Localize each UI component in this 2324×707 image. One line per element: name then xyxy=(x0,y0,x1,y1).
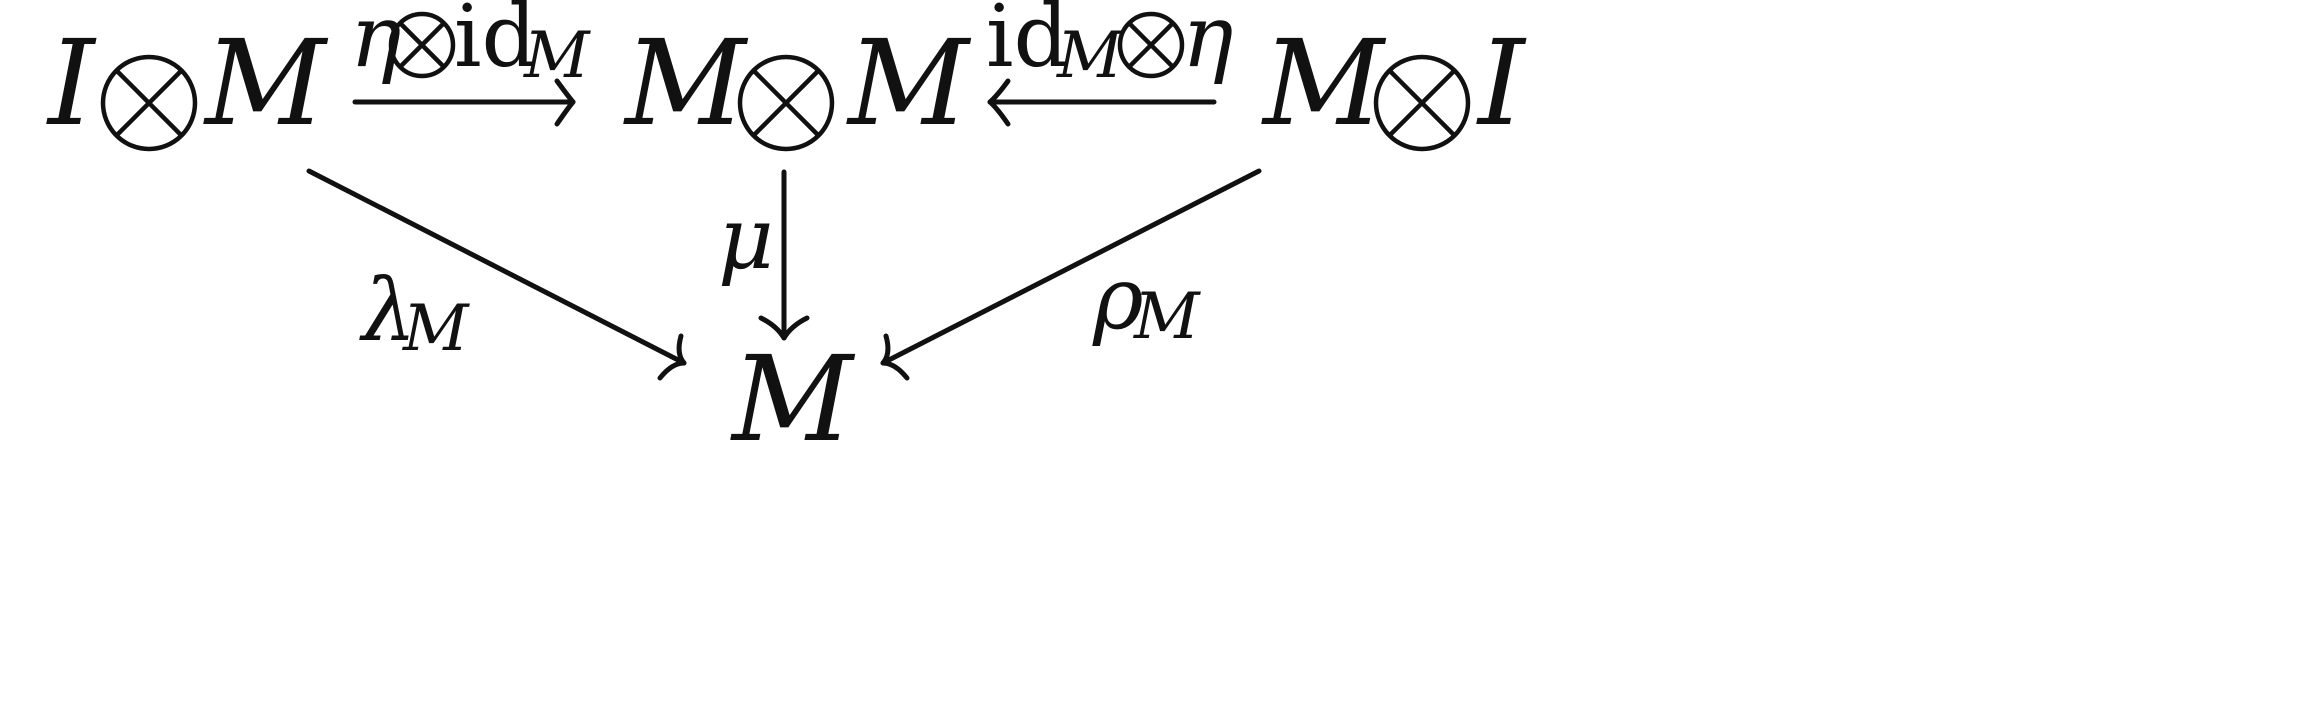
arrow-rho-head xyxy=(880,333,910,381)
node-left-domain: I M xyxy=(46,14,329,152)
label-mu: μ xyxy=(718,189,774,289)
label-id: id xyxy=(454,0,537,87)
arrow-id-tensor-eta: id M η xyxy=(986,0,1234,127)
arrow-lambda-head xyxy=(657,333,687,381)
node-center-left: M xyxy=(623,14,749,152)
arrow-rho-label: ρ M xyxy=(1092,249,1201,354)
label-sub-m: M xyxy=(523,19,591,93)
label-sub-m: M xyxy=(1133,280,1201,354)
arrow-lambda-shaft xyxy=(306,168,687,366)
otimes-icon xyxy=(1376,57,1468,149)
label-rho: ρ xyxy=(1092,249,1144,349)
arrow-lambda: λ M xyxy=(306,168,687,381)
label-sub-m: M xyxy=(402,292,470,366)
node-left-domain-right: M xyxy=(203,14,329,152)
node-center-right: M xyxy=(846,14,972,152)
label-eta: η xyxy=(350,0,402,87)
otimes-icon xyxy=(740,57,832,149)
arrow-mu-head xyxy=(758,315,810,341)
arrow-rho: ρ M xyxy=(880,168,1262,381)
arrow-lambda-label: λ M xyxy=(359,261,470,366)
label-id: id xyxy=(986,0,1069,87)
arrow-eta-tensor-id: η id M xyxy=(350,0,591,127)
node-bottom: M xyxy=(730,330,856,468)
label-eta: η xyxy=(1182,0,1234,87)
arrow-id-tensor-eta-head xyxy=(987,78,1011,127)
node-left-domain-left: I xyxy=(46,14,97,152)
node-center: M M xyxy=(623,14,972,152)
arrow-mu: μ xyxy=(718,169,810,341)
node-bottom-symbol: M xyxy=(730,330,856,468)
label-lambda: λ xyxy=(359,261,417,361)
label-sub-m: M xyxy=(1056,19,1124,93)
otimes-icon xyxy=(103,57,195,149)
arrow-rho-shaft xyxy=(880,168,1262,366)
otimes-icon xyxy=(1120,14,1182,76)
node-right-domain-right: I xyxy=(1476,14,1527,152)
arrow-eta-tensor-id-head xyxy=(554,78,576,127)
arrow-eta-tensor-id-label: η id M xyxy=(350,0,591,93)
arrow-id-tensor-eta-label: id M η xyxy=(986,0,1234,93)
node-right-domain: M I xyxy=(1261,14,1527,152)
node-right-domain-left: M xyxy=(1261,14,1387,152)
